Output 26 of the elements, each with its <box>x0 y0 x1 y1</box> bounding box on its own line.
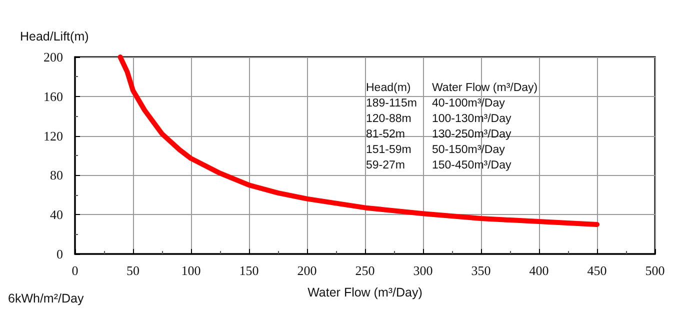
x-tick-label: 300 <box>413 263 433 278</box>
y-tick-label: 200 <box>44 50 63 64</box>
x-tick-label: 500 <box>645 263 665 278</box>
text: 120-88m 100-130m³/Day <box>366 113 512 125</box>
text: 6kWh/m²/Day <box>8 292 84 306</box>
text: 81-52m 130-250m³/Day <box>366 128 512 140</box>
x-tick-label: 450 <box>587 263 607 278</box>
y-tick-label: 120 <box>44 128 63 144</box>
x-tick-label: 250 <box>355 263 375 278</box>
x-axis-title: Water Flow (m³/Day) <box>308 286 422 300</box>
y-tick-label: 160 <box>44 88 63 104</box>
y-axis-title: Head/Lift(m) <box>20 30 89 44</box>
x-tick-label: 50 <box>126 263 140 278</box>
x-tick-label: 0 <box>72 263 78 278</box>
text: 59-27m 150-450m³/Day <box>366 160 512 172</box>
text: 151-59m 50-150m³/Day <box>366 144 505 156</box>
y-tick-label: 40 <box>50 207 63 222</box>
x-tick-label: 350 <box>471 263 491 278</box>
y-tick-label: 0 <box>56 246 63 262</box>
x-tick-label: 200 <box>297 263 317 278</box>
y-tick-label: 80 <box>50 168 63 183</box>
x-tick-label: 100 <box>181 263 201 278</box>
text: 189-115m 40-100m³/Day <box>366 98 505 110</box>
x-tick-label: 400 <box>529 263 549 278</box>
x-tick-label: 150 <box>239 263 259 278</box>
text: Head(m) Water Flow (m³/Day) <box>366 82 538 94</box>
